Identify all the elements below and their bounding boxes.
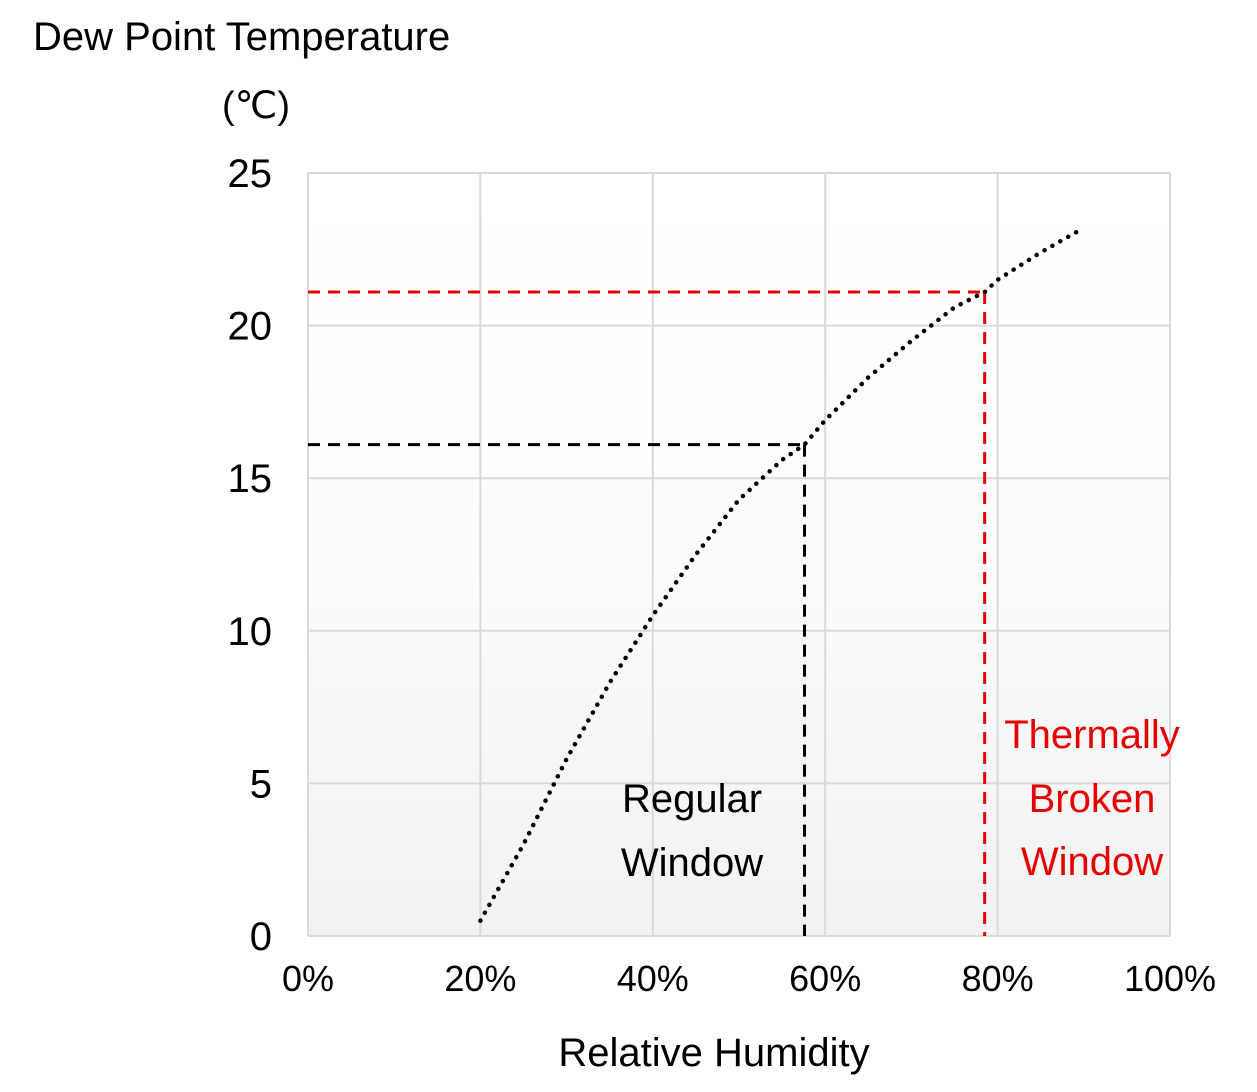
y-tick-label-5: 25 xyxy=(228,152,273,196)
reference-label-0-line-1: Window xyxy=(621,841,763,885)
y-tick-labels: 0 5 10 15 20 25 xyxy=(228,152,273,959)
series-line-0 xyxy=(478,225,1087,923)
series-layer xyxy=(478,225,1087,923)
x-tick-label-4: 80% xyxy=(962,958,1034,999)
y-unit-label: (℃) xyxy=(222,85,290,127)
reference-label-1-line-2: Window xyxy=(1021,840,1163,884)
reference-lines xyxy=(308,290,987,936)
x-axis-label: Relative Humidity xyxy=(558,1031,869,1075)
grid-lines xyxy=(307,172,1171,937)
reference-label-0-line-0: Regular xyxy=(622,777,762,821)
x-tick-label-5: 100% xyxy=(1124,958,1216,999)
x-tick-labels: 0% 20% 40% 60% 80% 100% xyxy=(282,958,1216,999)
plot-area xyxy=(308,173,1170,936)
x-tick-label-1: 20% xyxy=(444,958,516,999)
y-tick-label-1: 5 xyxy=(250,762,272,806)
reference-label-1-line-0: Thermally xyxy=(1004,713,1180,757)
chart-title: Dew Point Temperature xyxy=(33,15,450,59)
y-tick-label-3: 15 xyxy=(228,457,273,501)
x-tick-label-0: 0% xyxy=(282,958,334,999)
x-tick-label-3: 60% xyxy=(789,958,861,999)
reference-label-1-line-1: Broken xyxy=(1029,777,1156,821)
y-tick-label-2: 10 xyxy=(228,610,273,654)
y-tick-label-4: 20 xyxy=(228,305,273,349)
annotations: Regular Window Thermally Broken Window xyxy=(621,713,1180,885)
y-tick-label-0: 0 xyxy=(250,915,272,959)
x-tick-label-2: 40% xyxy=(617,958,689,999)
